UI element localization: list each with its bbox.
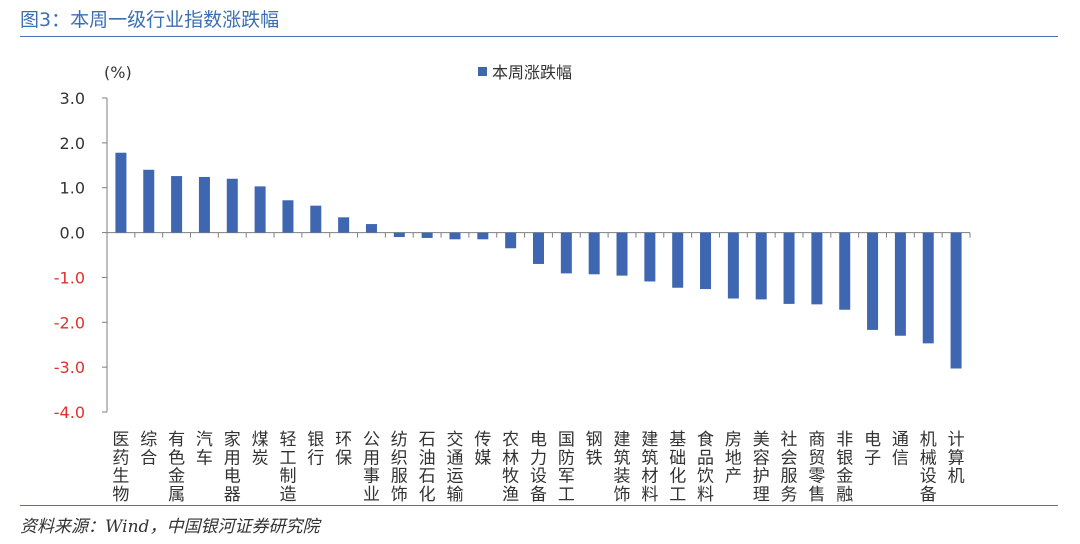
bar-5 [254, 186, 266, 233]
y-tick-label: 3.0 [60, 89, 85, 108]
x-tick-label: 钢铁 [586, 430, 603, 468]
bar-12 [449, 232, 461, 240]
x-tick-label: 有色金属 [168, 430, 185, 505]
x-tick-label: 轻工制造 [279, 430, 296, 505]
bar-11 [421, 232, 433, 238]
bar-17 [588, 232, 600, 275]
bar-24 [783, 232, 795, 304]
bar-7 [310, 205, 322, 233]
y-axis-unit-label: (%) [104, 63, 132, 82]
bar-25 [811, 232, 823, 305]
legend-swatch [478, 67, 487, 76]
y-tick-label: 0.0 [60, 224, 85, 243]
x-tick-label: 计算机 [948, 430, 965, 487]
legend-label: 本周涨跌幅 [492, 63, 572, 82]
y-tick-label: 1.0 [60, 179, 85, 198]
x-tick-label: 石油石化 [419, 430, 436, 505]
x-tick-label: 商贸零售 [808, 430, 825, 505]
x-tick-label: 房地产 [725, 430, 742, 487]
x-tick-label: 医药生物 [112, 430, 129, 505]
bar-29 [922, 232, 934, 344]
x-axis-labels: 医药生物综合有色金属汽车家用电器煤炭轻工制造银行环保公用事业纺织服饰石油石化交通… [112, 430, 964, 505]
x-tick-label: 传媒 [474, 430, 491, 468]
x-tick-label: 基础化工 [669, 430, 686, 505]
source-note: 资料来源：Wind，中国银河证券研究院 [20, 517, 320, 537]
x-tick-label: 电力设备 [530, 430, 547, 505]
bar-0 [115, 152, 127, 233]
bar-6 [282, 200, 294, 233]
bar-14 [505, 232, 517, 249]
x-tick-label: 美容护理 [753, 430, 770, 505]
x-tick-label: 社会服务 [781, 430, 798, 505]
bar-16 [560, 232, 572, 274]
x-tick-label: 煤炭 [252, 430, 269, 468]
x-tick-label: 建筑材料 [641, 430, 658, 505]
bar-27 [867, 232, 879, 330]
bar-8 [338, 217, 350, 233]
bar-26 [839, 232, 851, 310]
x-tick-label: 汽车 [196, 430, 213, 468]
bar-10 [393, 232, 405, 238]
figure-title: 图3：本周一级行业指数涨跌幅 [20, 9, 280, 31]
y-tick-label: -3.0 [54, 358, 85, 377]
x-tick-label: 农林牧渔 [502, 430, 519, 505]
x-tick-label: 银行 [307, 430, 324, 468]
x-tick-label: 国防军工 [558, 430, 575, 505]
bar-30 [950, 232, 962, 369]
bar-18 [616, 232, 628, 276]
bar-15 [533, 232, 544, 264]
bar-4 [226, 178, 238, 233]
bar-28 [894, 232, 906, 336]
bar-9 [365, 224, 377, 233]
y-tick-label: -2.0 [54, 313, 85, 332]
x-tick-label: 环保 [335, 430, 352, 468]
x-tick-label: 公用事业 [363, 430, 380, 505]
x-tick-label: 非银金融 [836, 430, 853, 505]
x-tick-label: 通信 [892, 430, 909, 468]
bar-19 [644, 232, 656, 282]
bar-13 [477, 232, 489, 240]
x-tick-label: 建筑装饰 [614, 430, 631, 505]
x-tick-label: 综合 [140, 430, 157, 468]
bar-22 [727, 232, 739, 299]
bottom-rule [20, 505, 1058, 506]
x-tick-label: 食品饮料 [697, 430, 714, 505]
bar-20 [672, 232, 684, 288]
x-tick-label: 家用电器 [224, 430, 241, 505]
top-rule [20, 36, 1058, 37]
bar-21 [700, 232, 712, 290]
bar-23 [755, 232, 767, 300]
y-tick-label: 2.0 [60, 134, 85, 153]
legend: 本周涨跌幅 [478, 63, 572, 82]
bar-1 [143, 169, 155, 233]
x-tick-label: 交通运输 [446, 430, 463, 505]
bar-3 [198, 176, 210, 233]
x-tick-label: 纺织服饰 [391, 430, 408, 505]
bar-2 [171, 176, 183, 233]
y-axis: 3.0 2.0 1.0 0.0 -1.0 -2.0 -3.0 -4.0 [54, 89, 971, 422]
y-tick-label: -1.0 [54, 268, 85, 287]
x-tick-label: 电子 [864, 430, 881, 468]
y-tick-label: -4.0 [54, 403, 85, 422]
bars [115, 152, 962, 369]
x-tick-label: 机械设备 [920, 430, 937, 505]
